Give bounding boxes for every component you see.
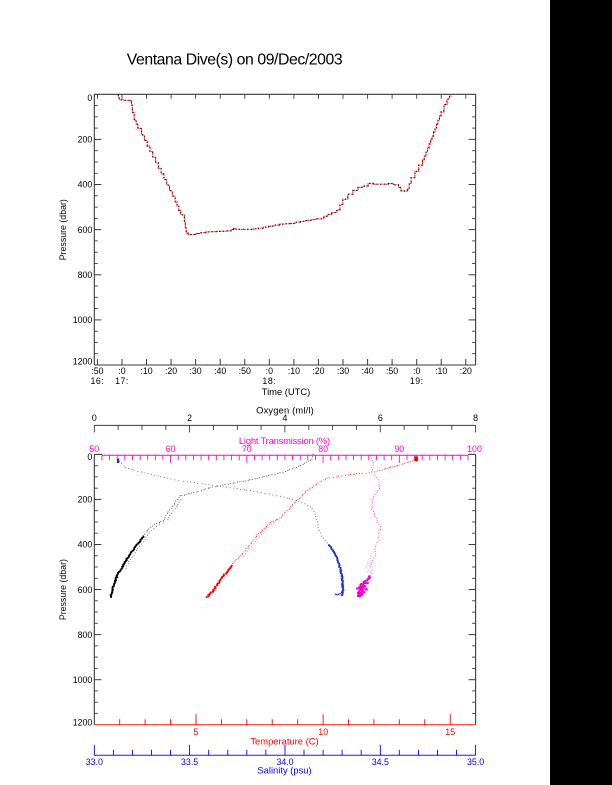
svg-text:Temperature (C): Temperature (C)	[250, 735, 318, 746]
svg-text:Pressure (dbar): Pressure (dbar)	[58, 199, 68, 260]
svg-text:100: 100	[467, 444, 482, 454]
svg-text:60: 60	[166, 444, 176, 454]
svg-text:5: 5	[194, 727, 199, 737]
svg-text:15: 15	[445, 727, 455, 737]
svg-text:19:: 19:	[410, 376, 424, 386]
svg-text:18:: 18:	[262, 376, 276, 386]
svg-text:600: 600	[78, 585, 93, 595]
svg-text:1000: 1000	[73, 675, 93, 685]
svg-text::20: :20	[165, 366, 177, 376]
svg-text:0: 0	[87, 93, 92, 103]
svg-text:8: 8	[473, 413, 478, 423]
svg-text:Ventana Dive(s) on 09/Dec/2003: Ventana Dive(s) on 09/Dec/2003	[127, 51, 343, 68]
svg-text:35.0: 35.0	[467, 757, 484, 767]
svg-text::30: :30	[337, 366, 349, 376]
svg-text::50: :50	[386, 366, 398, 376]
svg-text:34.5: 34.5	[372, 757, 389, 767]
svg-text:34.0: 34.0	[276, 757, 293, 767]
svg-text::20: :20	[312, 366, 324, 376]
svg-text:Light Transmission (%): Light Transmission (%)	[239, 435, 330, 446]
svg-text:50: 50	[89, 444, 99, 454]
svg-text:400: 400	[78, 180, 93, 190]
svg-text:1200: 1200	[73, 717, 93, 727]
svg-text:1200: 1200	[73, 357, 93, 367]
svg-text:0: 0	[87, 452, 92, 462]
svg-text::50: :50	[91, 366, 103, 376]
svg-text::10: :10	[288, 366, 300, 376]
svg-text:2: 2	[187, 413, 192, 423]
svg-text::0: :0	[413, 366, 420, 376]
svg-text::10: :10	[140, 366, 152, 376]
svg-text:17:: 17:	[115, 376, 129, 386]
svg-text:16:: 16:	[91, 376, 105, 386]
svg-text:Salinity (psu): Salinity (psu)	[257, 764, 311, 775]
svg-text:80: 80	[318, 444, 328, 454]
svg-text::0: :0	[266, 366, 273, 376]
svg-text:0: 0	[92, 413, 97, 423]
svg-text::40: :40	[214, 366, 226, 376]
svg-text:33.5: 33.5	[181, 757, 198, 767]
svg-text:600: 600	[78, 225, 93, 235]
svg-text::10: :10	[435, 366, 447, 376]
svg-text:200: 200	[78, 495, 93, 505]
svg-text:Pressure (dbar): Pressure (dbar)	[58, 559, 68, 620]
svg-text:800: 800	[78, 270, 93, 280]
svg-text:6: 6	[378, 413, 383, 423]
svg-text:Time (UTC): Time (UTC)	[262, 386, 311, 397]
svg-text:Oxygen (ml/l): Oxygen (ml/l)	[256, 404, 314, 415]
svg-text::40: :40	[361, 366, 373, 376]
svg-text:10: 10	[318, 727, 328, 737]
svg-text:800: 800	[78, 630, 93, 640]
svg-text::20: :20	[460, 366, 472, 376]
svg-text:33.0: 33.0	[86, 757, 103, 767]
svg-text:200: 200	[78, 135, 93, 145]
svg-text:70: 70	[242, 444, 252, 454]
svg-text::30: :30	[189, 366, 201, 376]
svg-text::50: :50	[239, 366, 251, 376]
svg-text:90: 90	[394, 444, 404, 454]
svg-text:1000: 1000	[73, 315, 93, 325]
svg-text:400: 400	[78, 540, 93, 550]
svg-text::0: :0	[118, 366, 125, 376]
svg-text:4: 4	[283, 413, 288, 423]
